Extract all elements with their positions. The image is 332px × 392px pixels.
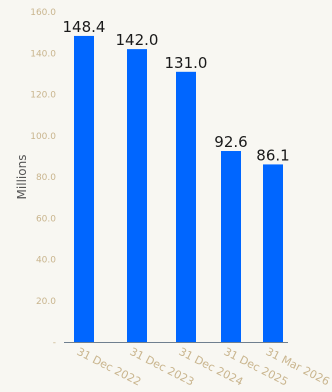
bar-value-labels: 148.4 142.0 131.0 92.6 86.1 [63, 18, 290, 164]
y-tick-label: 160.0 [30, 8, 56, 18]
y-axis-title: Millions [15, 155, 29, 200]
bar [176, 71, 196, 342]
y-tick-label: 140.0 [30, 49, 56, 59]
bar-value-label: 142.0 [116, 31, 159, 49]
y-tick-label: - [53, 338, 56, 348]
y-tick-label: 60.0 [36, 214, 56, 224]
bar-value-label: 86.1 [256, 146, 289, 164]
bar [74, 35, 94, 343]
y-axis: - 20.0 40.0 60.0 80.0 100.0 120.0 140.0 160.0 [30, 8, 56, 348]
bar-value-label: 131.0 [165, 54, 208, 72]
y-tick-label: 120.0 [30, 91, 56, 101]
bar [127, 49, 147, 342]
bars [74, 35, 283, 343]
bar [221, 151, 241, 342]
y-tick-label: 80.0 [36, 173, 56, 183]
y-tick-label: 100.0 [30, 132, 56, 142]
y-tick-label: 20.0 [36, 297, 56, 307]
bar-value-label: 92.6 [214, 133, 247, 151]
bar [263, 164, 283, 342]
bar-value-label: 148.4 [63, 18, 106, 36]
y-tick-label: 40.0 [36, 256, 56, 266]
